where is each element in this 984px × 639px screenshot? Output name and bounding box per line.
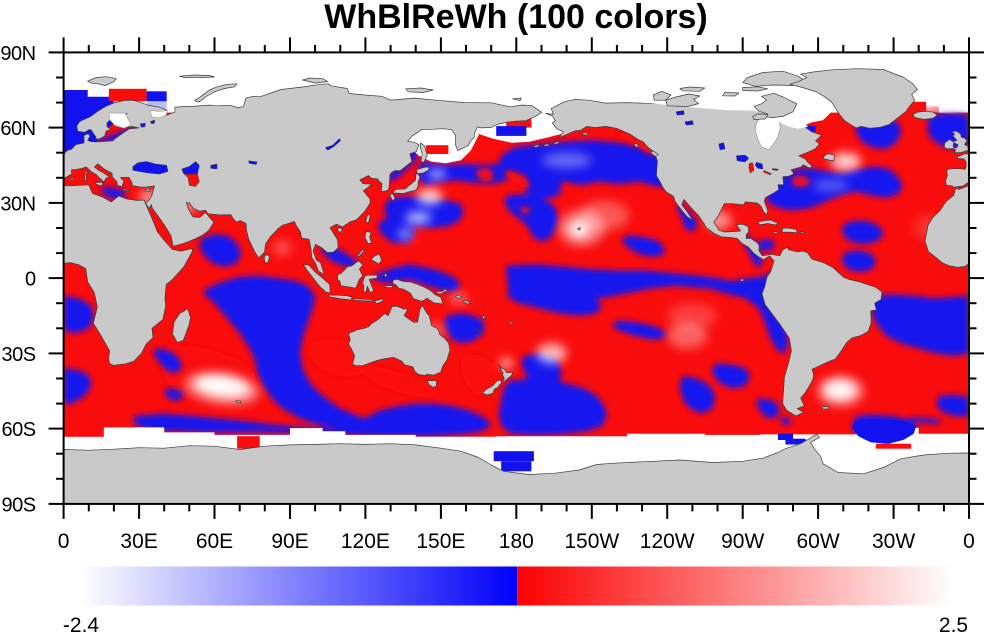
svg-text:60E: 60E — [196, 530, 233, 553]
svg-text:60W: 60W — [797, 530, 840, 553]
svg-text:60N: 60N — [0, 118, 35, 140]
svg-text:180: 180 — [499, 530, 534, 553]
svg-text:2.5: 2.5 — [939, 614, 968, 634]
svg-text:90W: 90W — [721, 530, 764, 553]
svg-text:30E: 30E — [120, 530, 157, 553]
svg-text:90E: 90E — [271, 530, 308, 553]
svg-text:30N: 30N — [0, 193, 35, 215]
svg-text:WhBlReWh (100 colors): WhBlReWh (100 colors) — [324, 0, 707, 36]
svg-text:0: 0 — [25, 269, 36, 291]
svg-text:90S: 90S — [2, 494, 36, 516]
svg-text:150W: 150W — [564, 530, 619, 553]
svg-text:0: 0 — [963, 530, 975, 553]
svg-text:90N: 90N — [0, 43, 35, 65]
svg-text:120E: 120E — [341, 530, 390, 553]
svg-text:0: 0 — [58, 530, 70, 553]
svg-text:30W: 30W — [872, 530, 915, 553]
svg-text:-2.4: -2.4 — [63, 614, 100, 634]
svg-text:30S: 30S — [2, 344, 36, 366]
svg-text:60S: 60S — [2, 419, 36, 441]
svg-text:150E: 150E — [416, 530, 465, 553]
svg-text:120W: 120W — [640, 530, 695, 553]
